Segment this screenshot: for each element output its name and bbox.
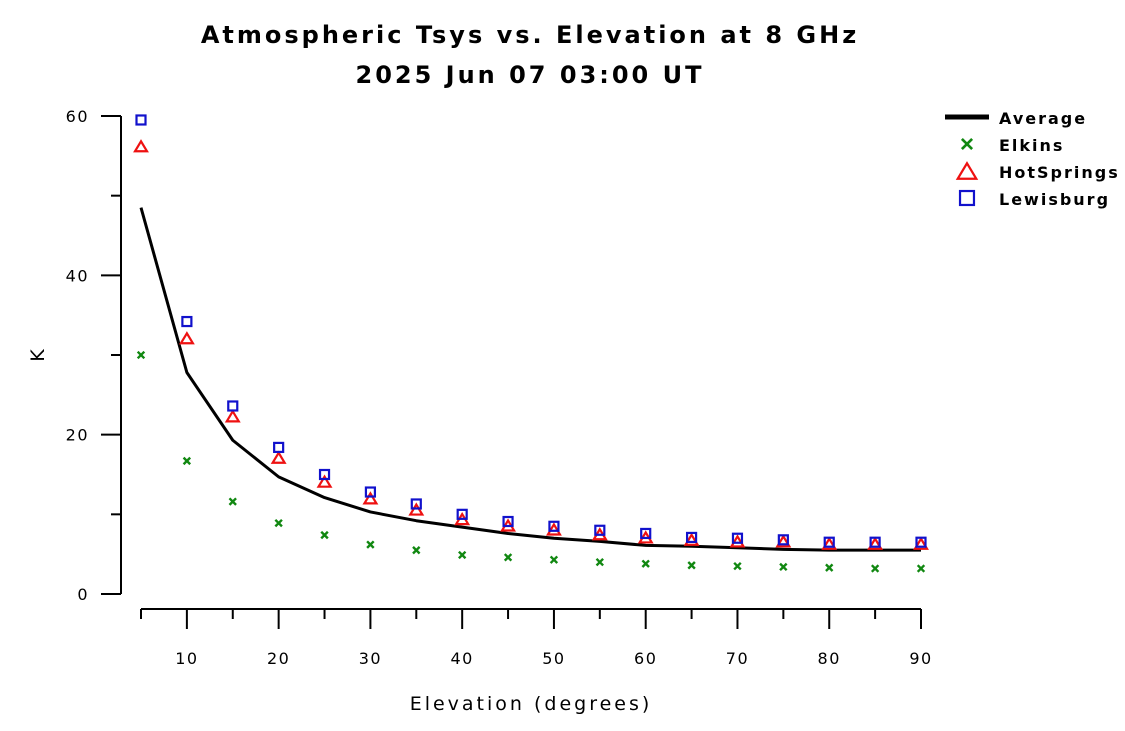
lewisburg-point [456,508,468,520]
plot-area [133,114,929,573]
legend-label-lewisburg: Lewisburg [999,190,1110,209]
x-tick-label: 40 [450,649,473,668]
elkins-point [366,540,375,549]
x-tick-label: 60 [634,649,657,668]
elkins-point [320,530,329,540]
y-tick-label: 60 [66,107,89,126]
legend: Average Elkins HotSprings Lewisburg [945,109,1120,209]
hotsprings-point [316,474,333,488]
elkins-point [228,497,237,506]
lewisburg-point [227,400,239,412]
y-tick-label: 0 [77,585,89,604]
lewisburg-point [731,532,744,544]
y-axis-title: K [27,346,49,361]
x-tick-label: 50 [542,649,565,668]
elkins-point [779,562,788,572]
elkins-point [412,546,421,555]
chart-title: Atmospheric Tsys vs. Elevation at 8 GHz [201,21,859,49]
elkins-point [870,564,880,573]
hotsprings-point [270,450,287,464]
x-tick-label: 20 [267,649,290,668]
y-tick-label: 20 [66,426,89,445]
lewisburg-point [410,498,422,510]
lewisburg-point [594,524,606,536]
lewisburg-point [869,536,881,548]
lewisburg-point [685,531,698,544]
legend-label-average: Average [999,109,1087,128]
elkins-point [549,555,559,564]
average-line [139,207,921,552]
hotsprings-point [867,536,884,550]
elkins-point [825,563,834,572]
legend-label-hotsprings: HotSprings [999,163,1120,182]
lewisburg-point [502,515,514,528]
hotsprings-point [913,536,929,550]
elkins-point [733,561,742,571]
hotsprings-point [729,534,746,548]
lewisburg-point [181,315,193,328]
hotsprings-point [821,536,838,550]
elkins-point [916,564,926,573]
hotsprings-point [178,331,195,345]
x-axis-title: Elevation (degrees) [410,693,653,715]
x-tick-label: 30 [359,649,382,668]
x-tick-label: 70 [726,649,749,668]
legend-label-elkins: Elkins [999,136,1064,155]
elkins-point [503,553,513,562]
elkins-point [182,456,192,466]
elkins-point [274,518,283,528]
x-tick-label: 80 [818,649,841,668]
lewisburg-point [364,486,377,498]
lewisburg-point [823,536,835,548]
hotsprings-point [683,532,700,546]
lewisburg-point [777,534,789,546]
hotsprings-point [224,409,241,423]
chart-subtitle: 2025 Jun 07 03:00 UT [356,61,705,89]
legend-swatch-hotsprings [955,161,979,180]
lewisburg-point [915,536,927,548]
x-tick-label: 90 [909,649,932,668]
hotsprings-point [775,534,792,548]
hotsprings-point [133,139,149,153]
lewisburg-point [273,441,285,454]
axes: 0 20 40 60 10 20 30 40 50 60 70 80 90 [66,107,932,668]
legend-swatch-lewisburg [958,189,976,207]
lewisburg-point [640,527,652,540]
elkins-point [595,557,604,567]
hotsprings-point [362,491,379,505]
elkins-point [641,559,650,568]
x-tick-label: 10 [175,649,198,668]
elkins-point [458,550,467,560]
elkins-point [136,350,146,360]
lewisburg-point [548,520,560,532]
legend-swatch-elkins [960,137,974,151]
elkins-point [687,561,696,570]
y-tick-label: 40 [66,266,89,285]
hotsprings-point [545,522,562,536]
lewisburg-point [135,114,147,126]
lewisburg-point [318,468,331,481]
